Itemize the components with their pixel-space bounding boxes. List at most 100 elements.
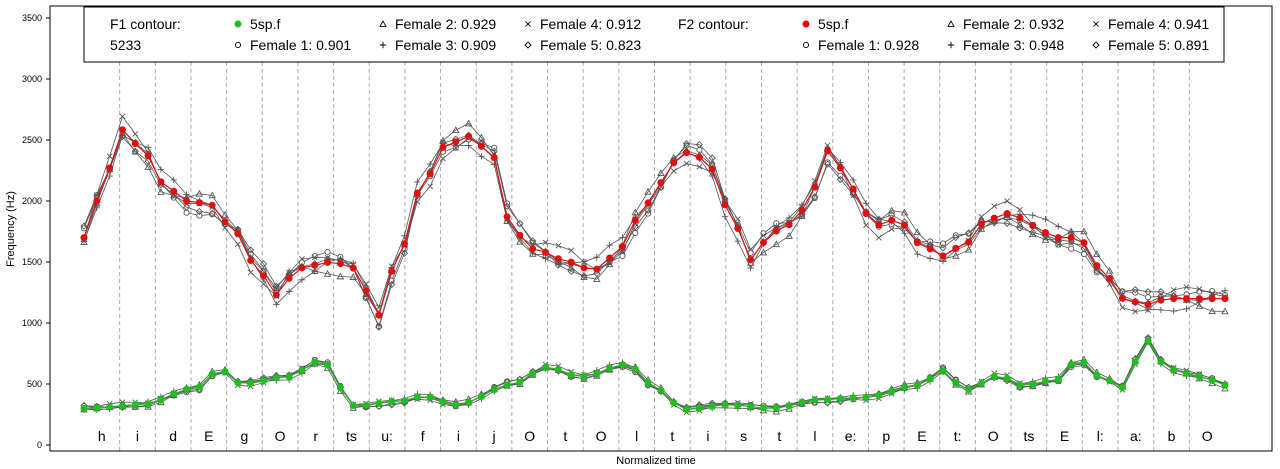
point-marker <box>491 161 498 168</box>
point-marker <box>593 270 601 278</box>
point-marker <box>260 281 267 287</box>
point-marker <box>362 401 370 409</box>
point-marker <box>964 229 973 237</box>
point-marker <box>785 232 793 239</box>
point-marker <box>413 393 421 401</box>
point-marker <box>426 393 434 401</box>
point-marker <box>516 378 524 386</box>
point-marker <box>811 195 818 202</box>
point-marker <box>952 233 960 242</box>
point-marker <box>1221 287 1229 294</box>
point-marker <box>349 273 357 280</box>
point-marker <box>503 213 511 221</box>
point-marker <box>157 166 165 173</box>
segment-label: l: <box>1097 428 1104 444</box>
point-marker <box>157 178 165 186</box>
point-marker <box>888 226 895 232</box>
point-marker <box>1157 288 1165 296</box>
point-marker <box>247 256 255 264</box>
point-marker <box>80 225 88 232</box>
point-marker <box>1183 369 1191 377</box>
point-marker <box>900 383 908 391</box>
point-marker <box>900 221 908 229</box>
point-marker <box>1196 286 1203 293</box>
point-marker <box>401 240 409 248</box>
point-marker <box>850 176 857 184</box>
point-marker <box>734 224 742 232</box>
point-marker <box>439 398 447 406</box>
point-marker <box>1170 295 1178 303</box>
point-marker <box>477 392 485 400</box>
point-marker <box>926 375 934 383</box>
segment-label: O <box>596 428 607 444</box>
point-marker <box>990 214 998 222</box>
legend-label: Female 4: 0.941 <box>1108 16 1209 32</box>
point-marker <box>802 41 810 49</box>
point-marker <box>695 153 703 161</box>
point-marker <box>990 372 998 380</box>
point-marker <box>1170 366 1178 374</box>
point-marker <box>554 365 562 373</box>
point-marker <box>1157 306 1165 314</box>
legend: F1 contour: 5233 F2 contour: 5sp.f Female… <box>83 6 1225 63</box>
segment-label: E <box>917 428 926 444</box>
point-marker <box>118 126 126 134</box>
point-marker <box>593 254 601 261</box>
point-marker <box>670 399 678 407</box>
point-marker <box>285 288 293 295</box>
point-marker <box>1029 221 1037 229</box>
legend-box <box>83 6 1225 63</box>
point-marker <box>965 238 973 246</box>
legend-f1-subtitle: 5233 <box>110 37 141 53</box>
point-marker <box>452 138 460 146</box>
point-marker <box>798 206 806 214</box>
point-marker <box>1157 296 1165 304</box>
point-marker <box>926 255 934 262</box>
point-marker <box>567 258 575 266</box>
legend-label: Female 2: 0.932 <box>963 16 1064 32</box>
point-marker <box>1131 286 1139 294</box>
point-marker <box>1068 245 1075 252</box>
point-marker <box>311 268 318 275</box>
series-f2-female-1 <box>80 127 1229 330</box>
legend-entry-f2: Female 1: 0.928 <box>802 37 919 53</box>
point-marker <box>875 221 883 229</box>
point-marker <box>580 264 588 272</box>
point-marker <box>823 160 832 168</box>
point-marker <box>1042 229 1050 237</box>
segment-label: f <box>421 428 425 444</box>
point-marker <box>939 244 947 252</box>
legend-label: Female 5: 0.823 <box>540 37 641 53</box>
y-axis: 0 500 1000 1500 2000 2500 3000 3500 <box>22 13 50 450</box>
point-marker <box>1042 234 1049 241</box>
segment-label: l <box>635 428 638 444</box>
point-marker <box>977 379 985 387</box>
legend-entry-f2: Female 4: 0.941 <box>1093 16 1209 32</box>
point-marker <box>119 113 126 120</box>
point-marker <box>913 228 922 236</box>
point-marker <box>747 246 754 253</box>
point-marker <box>802 20 810 28</box>
legend-label: Female 3: 0.948 <box>963 37 1064 53</box>
segment-label: ts <box>1023 428 1034 444</box>
point-marker <box>118 402 126 410</box>
point-marker <box>272 291 280 299</box>
point-marker <box>964 245 973 253</box>
point-marker <box>1144 301 1152 309</box>
point-marker <box>1067 234 1075 242</box>
point-marker <box>221 218 229 226</box>
point-marker <box>426 170 434 178</box>
point-marker <box>157 396 165 404</box>
point-marker <box>952 379 960 387</box>
point-marker <box>400 249 409 257</box>
segment-label: p <box>882 428 890 444</box>
point-marker <box>106 153 113 160</box>
point-marker <box>195 199 203 207</box>
point-marker <box>375 399 383 407</box>
segment-label: O <box>275 428 286 444</box>
point-marker <box>1029 211 1036 219</box>
point-marker <box>195 383 203 391</box>
point-marker <box>144 144 152 151</box>
point-marker <box>170 390 178 398</box>
